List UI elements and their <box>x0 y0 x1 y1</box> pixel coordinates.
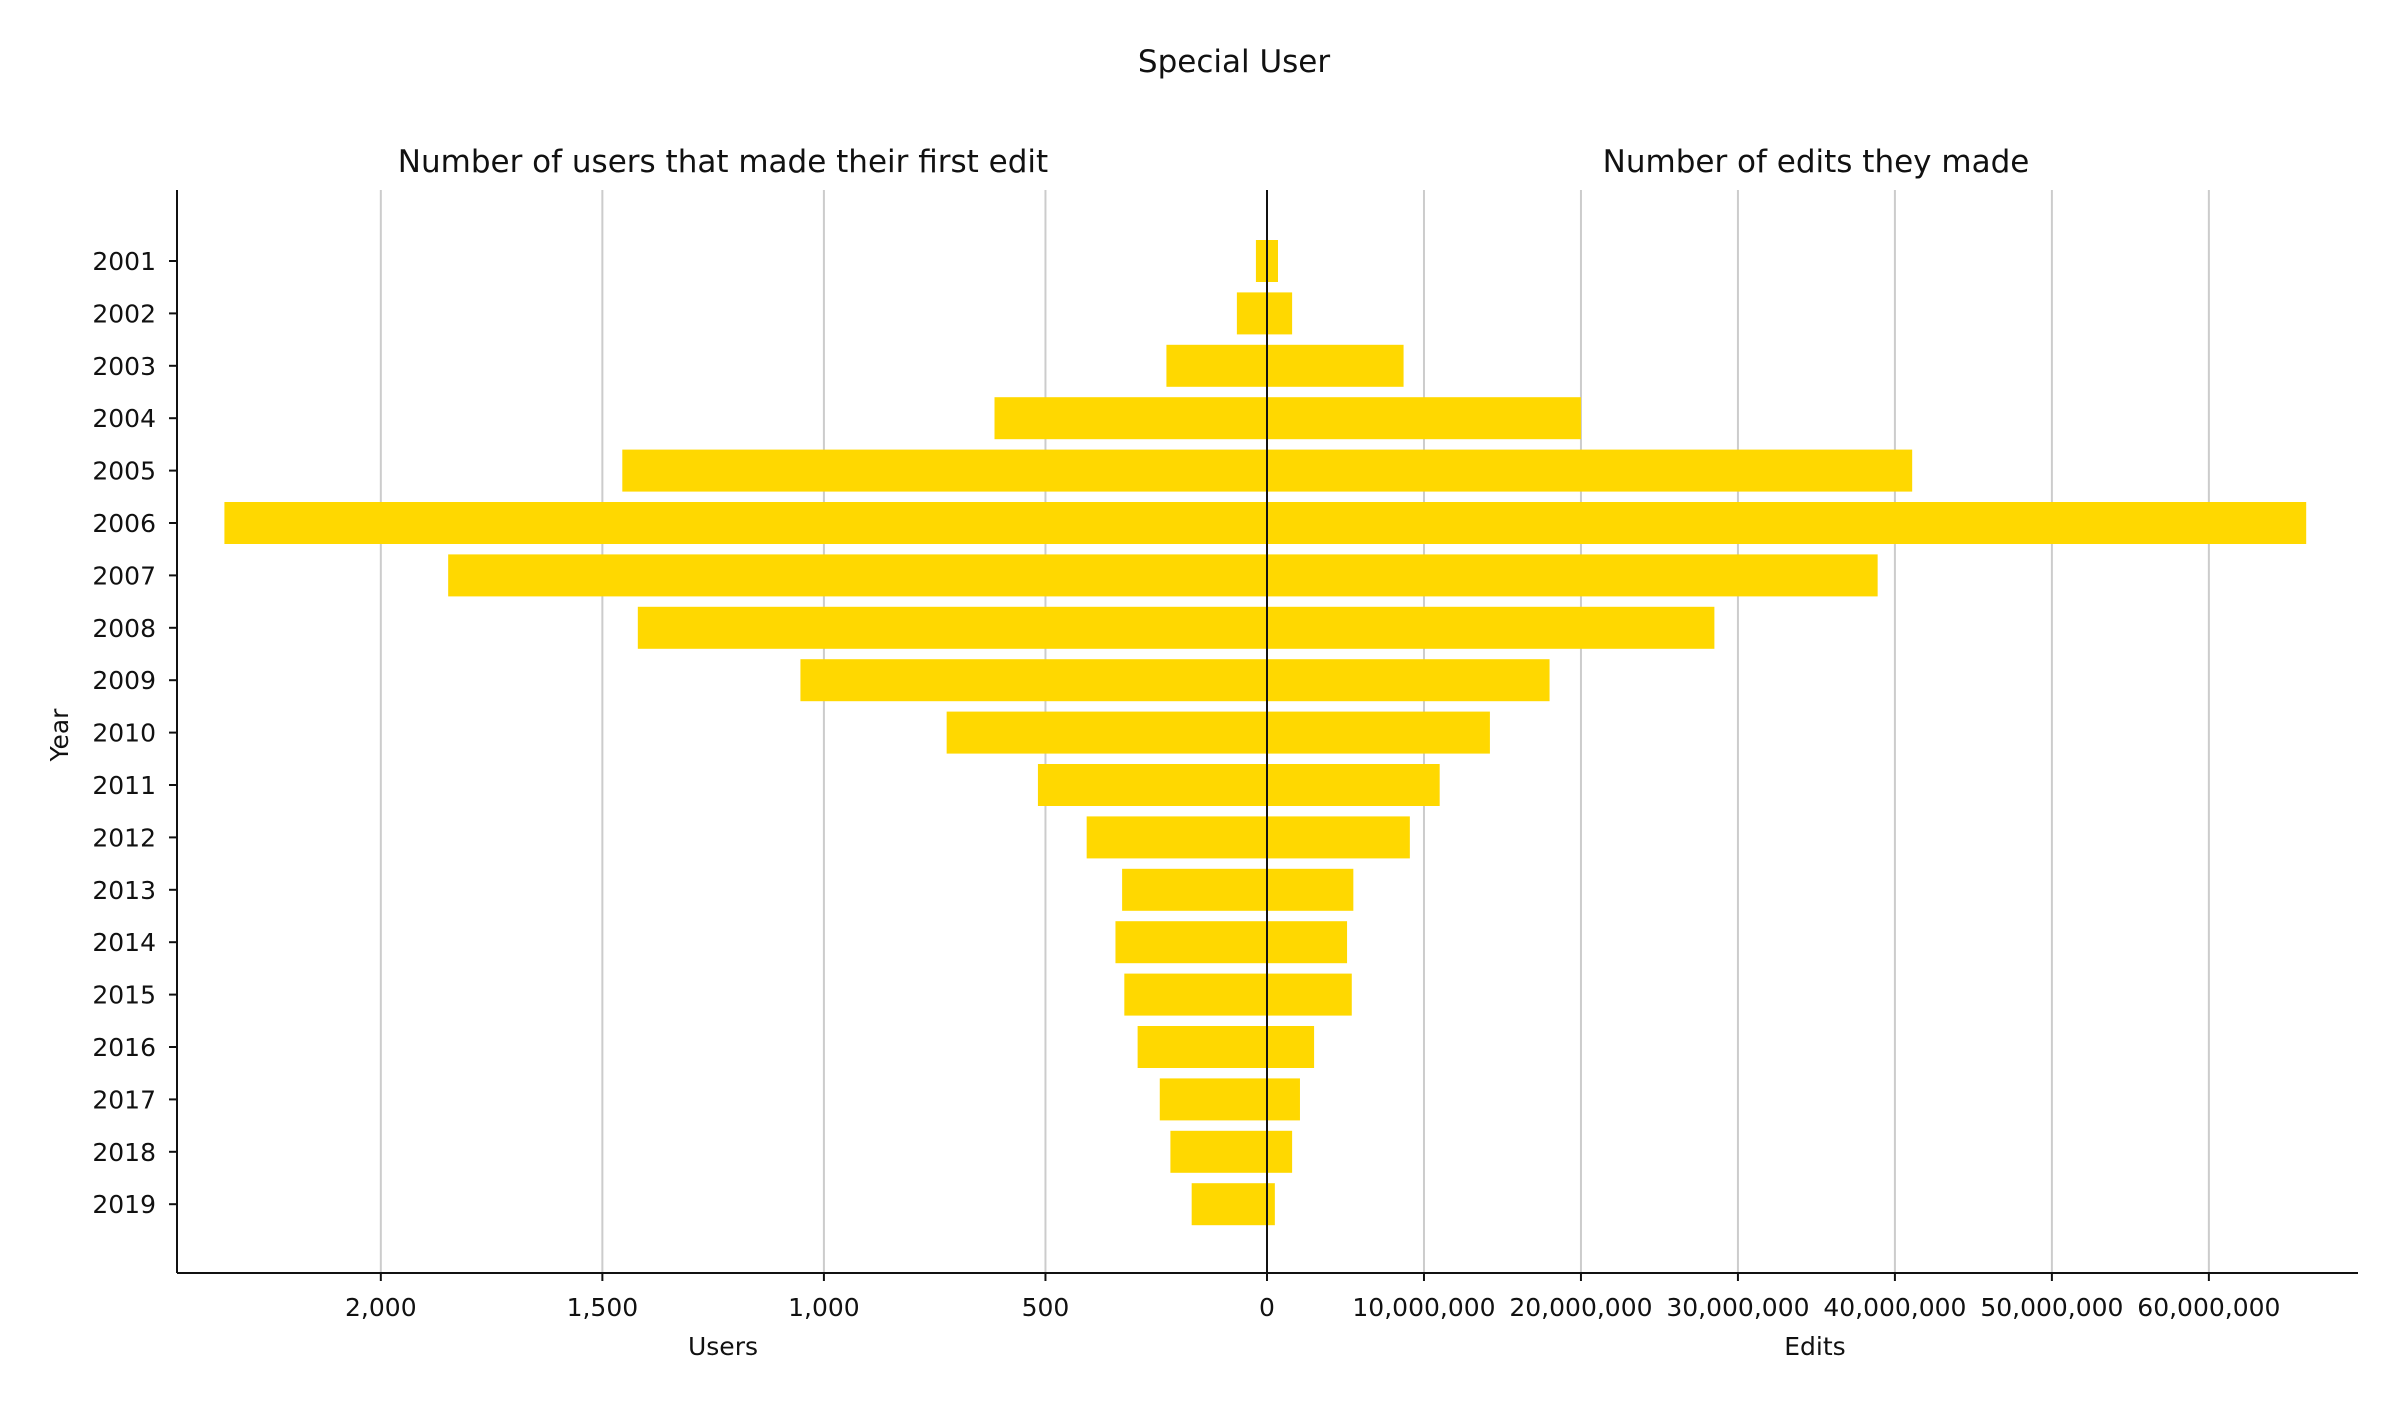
bar-users-2016 <box>1137 1026 1267 1068</box>
y-tick-label: 2008 <box>92 614 156 643</box>
y-tick-label: 2015 <box>92 981 156 1010</box>
x-tick-label-left: 500 <box>1022 1293 1070 1322</box>
y-tick-label: 2019 <box>92 1190 156 1219</box>
y-tick-label: 2013 <box>92 876 156 905</box>
bar-edits-2009 <box>1267 659 1550 702</box>
bar-edits-2018 <box>1267 1130 1293 1173</box>
bar-edits-2016 <box>1267 1026 1315 1068</box>
x-tick-label-right: 20,000,000 <box>1509 1293 1652 1322</box>
bar-users-2019 <box>1191 1183 1267 1226</box>
bar-users-2010 <box>946 711 1267 754</box>
x-tick-label-right: 10,000,000 <box>1352 1293 1495 1322</box>
bar-edits-2010 <box>1267 711 1490 754</box>
bar-edits-2007 <box>1267 554 1878 597</box>
left-x-axis-label: Users <box>688 1332 758 1361</box>
labels: Special User Number of users that made t… <box>45 44 2029 1361</box>
bar-edits-2002 <box>1267 292 1293 335</box>
y-tick-label: 2001 <box>92 247 156 276</box>
y-tick-label: 2010 <box>92 719 156 748</box>
x-tick-label-right: 30,000,000 <box>1666 1293 1809 1322</box>
y-tick-label: 2017 <box>92 1085 156 1114</box>
y-tick-label: 2006 <box>92 509 156 538</box>
bar-edits-2017 <box>1267 1078 1300 1121</box>
bar-edits-2013 <box>1267 868 1354 911</box>
y-tick-label: 2009 <box>92 666 156 695</box>
right-panel-subtitle: Number of edits they made <box>1603 144 2030 180</box>
y-tick-label: 2011 <box>92 771 156 800</box>
x-tick-label-left: 2,000 <box>345 1293 417 1322</box>
bar-users-2014 <box>1115 921 1267 964</box>
bar-users-2017 <box>1159 1078 1267 1121</box>
y-tick-label: 2003 <box>92 352 156 381</box>
bar-users-2005 <box>622 449 1267 492</box>
bar-users-2013 <box>1122 868 1267 911</box>
chart-title: Special User <box>1138 44 1330 80</box>
bar-edits-2004 <box>1267 397 1581 440</box>
axes: 2,000 1,500 1,000 500 0 10,000,000 20,000,000 3… <box>92 190 2358 1322</box>
bar-edits-2011 <box>1267 764 1440 806</box>
y-tick-label: 2005 <box>92 457 156 486</box>
bar-users-2007 <box>448 554 1267 597</box>
bar-edits-2008 <box>1267 606 1715 649</box>
bar-users-2004 <box>994 397 1267 440</box>
y-axis-label: Year <box>45 708 74 763</box>
bar-users-2015 <box>1124 973 1267 1016</box>
bar-users-2006 <box>224 502 1268 544</box>
x-tick-label-right: 40,000,000 <box>1823 1293 1966 1322</box>
bar-edits-2015 <box>1267 973 1352 1016</box>
left-panel-subtitle: Number of users that made their first ed… <box>398 144 1048 180</box>
y-tick-label: 2002 <box>92 299 156 328</box>
bar-edits-2003 <box>1267 344 1404 387</box>
bar-users-2011 <box>1037 764 1267 806</box>
bar-users-2009 <box>800 659 1267 702</box>
bar-edits-2019 <box>1267 1183 1275 1226</box>
bar-users-2002 <box>1236 292 1267 335</box>
x-tick-label-right: 50,000,000 <box>1980 1293 2123 1322</box>
x-tick-label-left: 1,500 <box>567 1293 639 1322</box>
bar-edits-2014 <box>1267 921 1348 964</box>
bar-users-2012 <box>1086 816 1267 859</box>
y-tick-label: 2007 <box>92 561 156 590</box>
y-tick-label: 2016 <box>92 1033 156 1062</box>
bar-users-2001 <box>1255 240 1267 282</box>
bar-edits-2006 <box>1267 502 2307 544</box>
bar-users-2008 <box>637 606 1267 649</box>
bar-edits-2005 <box>1267 449 1913 492</box>
right-x-axis-label: Edits <box>1784 1332 1845 1361</box>
bars <box>224 240 2307 1226</box>
x-tick-label-left: 1,000 <box>788 1293 860 1322</box>
bar-edits-2001 <box>1267 240 1278 282</box>
bar-edits-2012 <box>1267 816 1410 859</box>
x-tick-label-right: 60,000,000 <box>2137 1293 2280 1322</box>
y-tick-label: 2004 <box>92 404 156 433</box>
y-tick-label: 2014 <box>92 928 156 957</box>
bar-users-2003 <box>1166 344 1267 387</box>
y-tick-label: 2012 <box>92 823 156 852</box>
x-tick-label-left: 0 <box>1259 1293 1275 1322</box>
y-tick-label: 2018 <box>92 1138 156 1167</box>
bar-users-2018 <box>1170 1130 1267 1173</box>
